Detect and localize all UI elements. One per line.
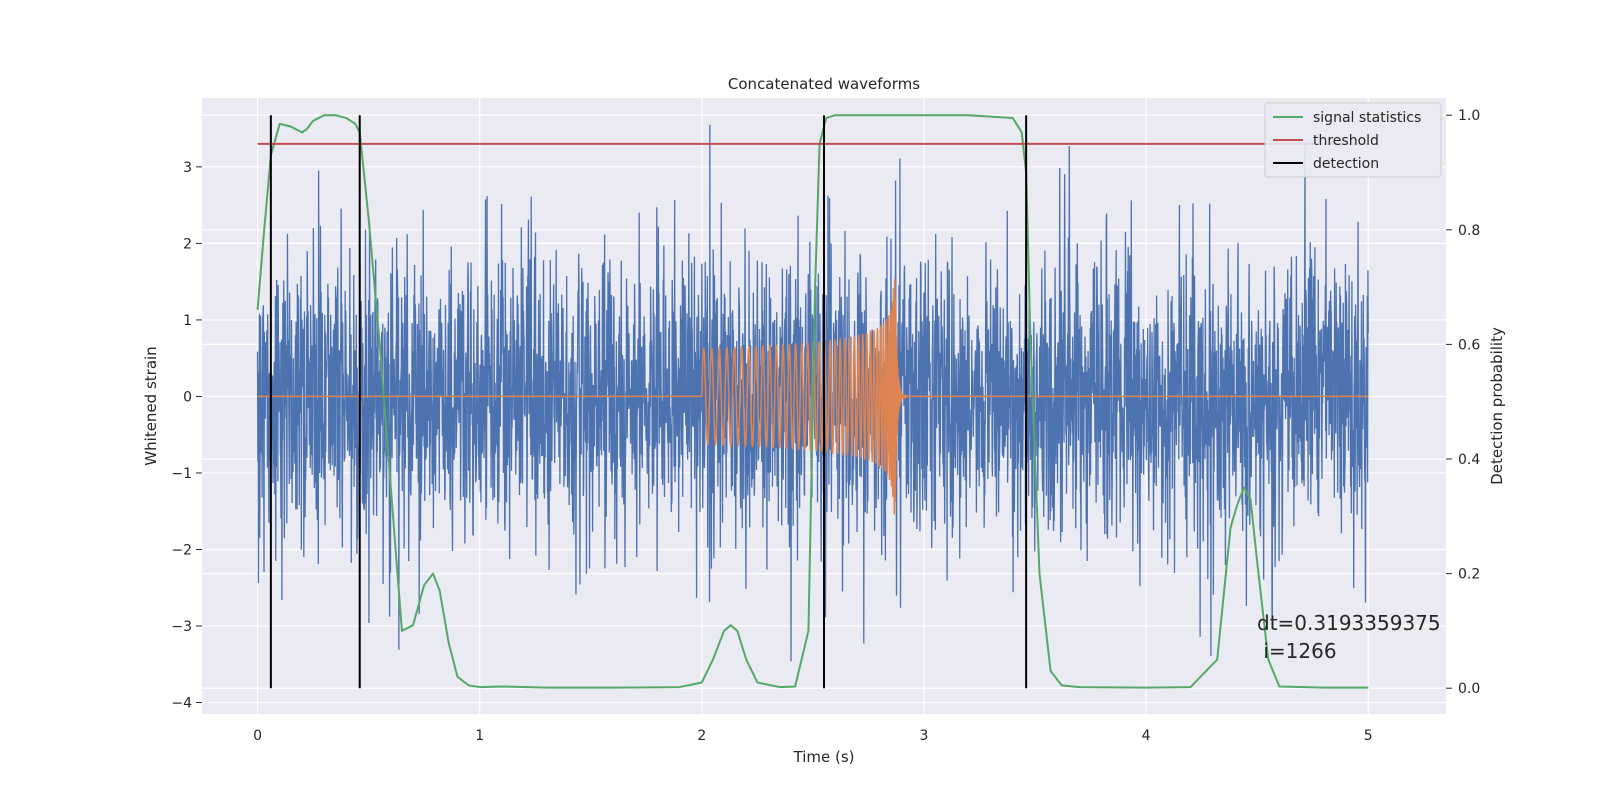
- series-group: [256, 114, 1369, 689]
- y2-tick-label: 0.0: [1458, 681, 1480, 697]
- legend-label: signal statistics: [1313, 110, 1421, 126]
- y-tick-label: 2: [183, 236, 192, 252]
- legend-label: threshold: [1313, 133, 1379, 149]
- y-tick-label: 1: [183, 313, 192, 329]
- x-tick-label: 4: [1142, 728, 1151, 744]
- x-tick-label: 0: [253, 728, 262, 744]
- waveform-line: [257, 278, 1369, 515]
- y-tick-label: −2: [171, 542, 192, 558]
- y-tick-label: −3: [171, 619, 192, 635]
- x-tick-label: 2: [697, 728, 706, 744]
- signal-statistics-line: [256, 114, 1369, 689]
- x-tick-label: 3: [920, 728, 929, 744]
- y-tick-label: 3: [183, 160, 192, 176]
- annotation-index: i=1266: [1257, 639, 1337, 663]
- legend-label: detection: [1313, 156, 1379, 172]
- y2-axis-label: Detection probability: [1488, 327, 1506, 485]
- annotation-dt: dt=0.3193359375: [1257, 611, 1441, 635]
- annotation: dt=0.3193359375 i=1266: [1257, 611, 1441, 663]
- y-tick-label: −4: [171, 696, 192, 712]
- ticks: 0 1 2 3 4 5 −4 −3 −2 −1 0 1 2 3 0.0 0.2 0.4 0.6 0.8 1.0: [171, 108, 1480, 744]
- legend: signal statistics threshold detection: [1264, 102, 1442, 178]
- x-axis-label: Time (s): [793, 748, 855, 766]
- chart-title: Concatenated waveforms: [728, 75, 920, 93]
- y2-tick-label: 0.4: [1458, 452, 1480, 468]
- x-tick-label: 1: [475, 728, 484, 744]
- y2-tick-label: 1.0: [1458, 108, 1480, 124]
- y-tick-label: −1: [171, 466, 192, 482]
- y-tick-label: 0: [183, 389, 192, 405]
- y2-tick-label: 0.8: [1458, 223, 1480, 239]
- x-tick-label: 5: [1364, 728, 1373, 744]
- y2-tick-label: 0.2: [1458, 567, 1480, 583]
- y-axis-label: Whitened strain: [142, 346, 160, 465]
- legend-box: [1264, 102, 1442, 178]
- data-layer: [256, 114, 1369, 689]
- y2-tick-label: 0.6: [1458, 337, 1480, 353]
